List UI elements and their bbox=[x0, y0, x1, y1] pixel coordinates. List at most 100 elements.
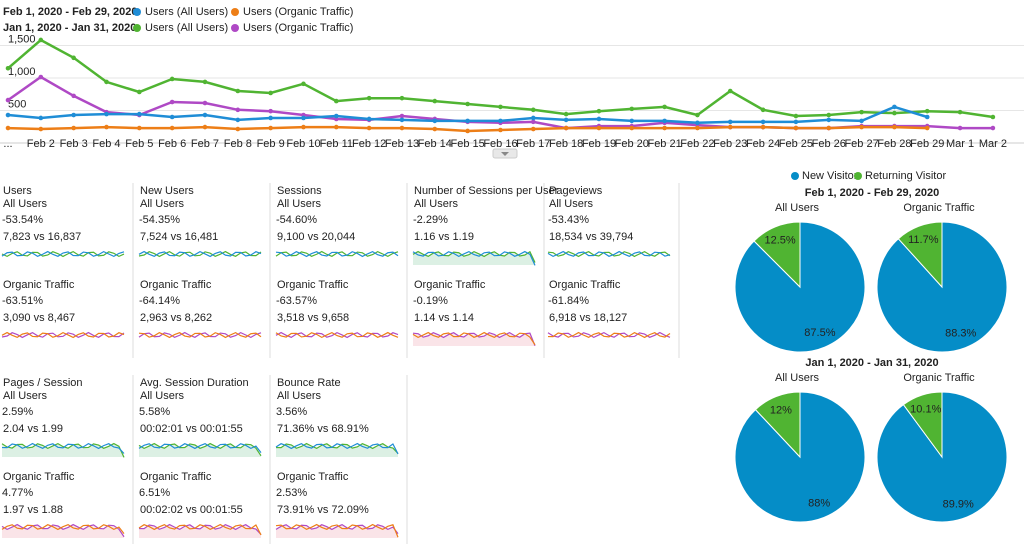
series-point bbox=[5, 112, 11, 118]
series-point bbox=[859, 109, 864, 115]
metric-compare: 9,100 vs 20,044 bbox=[277, 231, 355, 243]
series-point bbox=[169, 99, 175, 105]
series-point bbox=[596, 125, 602, 131]
pie-value-label: 11.7% bbox=[908, 234, 939, 246]
series-point bbox=[268, 115, 273, 121]
metric-compare: 6,918 vs 18,127 bbox=[549, 312, 627, 324]
series-point bbox=[432, 98, 438, 104]
series-point bbox=[990, 125, 996, 131]
metric-change: 2.53% bbox=[276, 487, 307, 499]
metric-change: 5.58% bbox=[139, 406, 170, 418]
series-point bbox=[169, 114, 175, 120]
series-point bbox=[990, 114, 996, 120]
sparkline bbox=[1, 250, 125, 258]
pie-value-label: 89.9% bbox=[943, 498, 974, 510]
x-tick-label: Feb 22 bbox=[680, 138, 714, 150]
series-point bbox=[465, 128, 470, 134]
y-tick-label: 1,500 bbox=[8, 33, 36, 45]
sparkline bbox=[547, 331, 671, 339]
series-point bbox=[71, 93, 76, 99]
metric-change: 3.56% bbox=[276, 406, 307, 418]
sparkline bbox=[412, 250, 536, 266]
series-point bbox=[399, 113, 405, 119]
sparkline bbox=[412, 250, 536, 263]
pie-legend-label: Returning Visitor bbox=[865, 170, 946, 182]
series-point bbox=[695, 125, 700, 131]
pie-title: All Users bbox=[775, 202, 820, 214]
legend-dot bbox=[133, 8, 141, 16]
x-tick-label: Feb 7 bbox=[191, 138, 219, 150]
series-point bbox=[301, 81, 306, 87]
series-point bbox=[793, 125, 799, 131]
metric-compare: 00:02:02 vs 00:01:55 bbox=[140, 504, 243, 516]
sparkline bbox=[1, 442, 125, 458]
segment-label: Organic Traffic bbox=[414, 279, 486, 291]
x-tick-label: Feb 3 bbox=[60, 138, 88, 150]
series-point bbox=[202, 112, 208, 118]
x-tick-label: Feb 13 bbox=[385, 138, 419, 150]
legend-period: Jan 1, 2020 - Jan 31, 2020: bbox=[3, 22, 140, 34]
metric-compare: 2,963 vs 8,262 bbox=[140, 312, 212, 324]
series-point bbox=[104, 124, 109, 130]
sparkline-area bbox=[276, 524, 398, 538]
series-point bbox=[662, 118, 667, 124]
x-tick-label: Feb 25 bbox=[779, 138, 813, 150]
series-point bbox=[366, 125, 372, 131]
y-tick-label: 1,000 bbox=[8, 66, 36, 78]
x-tick-label: Feb 4 bbox=[92, 138, 120, 150]
x-tick-label: Feb 23 bbox=[713, 138, 747, 150]
x-tick-label: Feb 18 bbox=[549, 138, 583, 150]
series-point bbox=[859, 118, 864, 124]
series-point bbox=[235, 107, 241, 113]
series-point bbox=[38, 37, 44, 43]
x-tick-label: Feb 5 bbox=[125, 138, 153, 150]
series-point bbox=[268, 90, 273, 96]
series-point bbox=[71, 112, 76, 118]
series-point bbox=[892, 110, 897, 116]
sparkline bbox=[275, 523, 399, 538]
series-point bbox=[334, 124, 339, 130]
sparkline bbox=[1, 331, 125, 339]
segment-label: Organic Traffic bbox=[140, 471, 212, 483]
metric-title: Avg. Session Duration bbox=[140, 377, 249, 389]
series-point bbox=[104, 111, 109, 117]
metric-compare: 7,823 vs 16,837 bbox=[3, 231, 81, 243]
metric-compare: 7,524 vs 16,481 bbox=[140, 231, 218, 243]
series-point bbox=[465, 118, 470, 124]
segment-label: Organic Traffic bbox=[3, 471, 75, 483]
series-point bbox=[399, 95, 405, 101]
sparkline bbox=[412, 331, 536, 346]
series-point bbox=[530, 126, 536, 132]
series-point bbox=[563, 125, 569, 131]
x-tick-label: Feb 27 bbox=[844, 138, 878, 150]
x-tick-label: Feb 19 bbox=[582, 138, 616, 150]
metric-title: Sessions bbox=[277, 185, 322, 197]
sparkline-area bbox=[413, 251, 535, 265]
series-point bbox=[498, 127, 503, 133]
series-point bbox=[530, 119, 536, 125]
metric-change: 4.77% bbox=[2, 487, 33, 499]
series-point bbox=[695, 120, 700, 126]
sparkline-area bbox=[2, 443, 124, 458]
x-tick-label: Feb 28 bbox=[877, 138, 911, 150]
pie-value-label: 87.5% bbox=[804, 327, 835, 339]
metric-compare: 3,518 vs 9,658 bbox=[277, 312, 349, 324]
metric-change: -63.57% bbox=[276, 295, 317, 307]
segment-label: Organic Traffic bbox=[3, 279, 75, 291]
x-tick-label: Feb 10 bbox=[286, 138, 320, 150]
metric-title: Users bbox=[3, 185, 32, 197]
sparkline bbox=[547, 250, 671, 258]
metric-compare: 1.16 vs 1.19 bbox=[414, 231, 474, 243]
series-point bbox=[268, 108, 273, 114]
series-point bbox=[38, 115, 44, 121]
series-point bbox=[202, 79, 208, 85]
metric-compare: 1.14 vs 1.14 bbox=[414, 312, 474, 324]
series-point bbox=[892, 104, 897, 110]
scroll-arrow bbox=[501, 152, 509, 156]
pie-group-title: Jan 1, 2020 - Jan 31, 2020 bbox=[805, 357, 938, 369]
metric-change: -53.43% bbox=[548, 214, 589, 226]
series-point bbox=[957, 109, 963, 115]
x-tick-label: Feb 2 bbox=[27, 138, 55, 150]
segment-label: All Users bbox=[3, 390, 48, 402]
